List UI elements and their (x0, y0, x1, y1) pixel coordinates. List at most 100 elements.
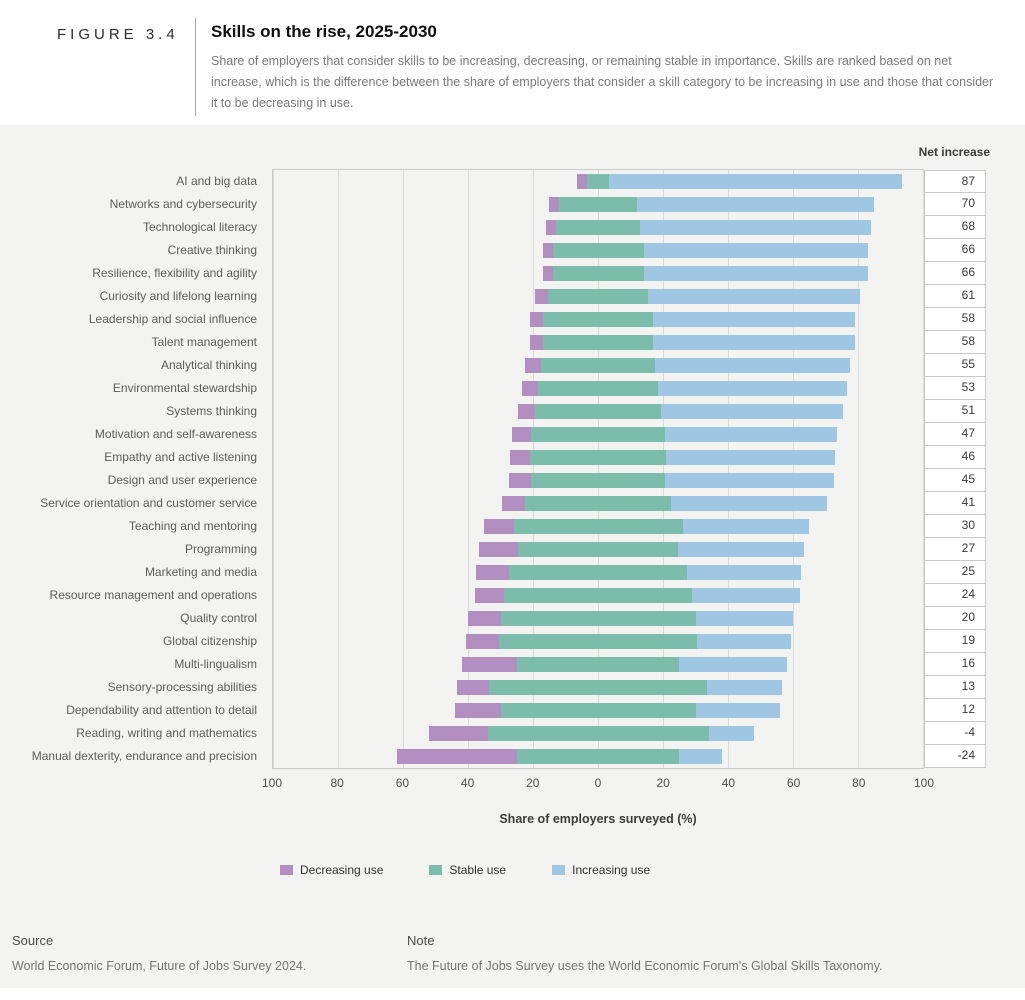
gridline (403, 170, 404, 768)
bar-row (273, 515, 923, 538)
stacked-bar (474, 588, 800, 603)
net-increase-cell: 61 (924, 285, 986, 308)
net-increase-header: Net increase (918, 145, 990, 159)
bar-row (273, 538, 923, 561)
bar-row (273, 630, 923, 653)
net-increase-cell: 24 (924, 584, 986, 607)
bar-segment-decreasing (510, 450, 530, 465)
legend: Decreasing use Stable use Increasing use (280, 863, 1025, 877)
stacked-bar (476, 565, 802, 580)
bar-segment-stable (503, 588, 693, 603)
bar-segment-decreasing (529, 335, 543, 350)
net-increase-cell: 51 (924, 400, 986, 423)
bottom-strip (0, 988, 1025, 1000)
row-label: Manual dexterity, endurance and precisio… (31, 749, 257, 763)
x-tick-label: 20 (526, 776, 540, 790)
row-label: Service orientation and customer service (40, 496, 257, 510)
net-increase-cell: 13 (924, 676, 986, 699)
legend-label: Stable use (449, 863, 507, 877)
bar-segment-increasing (637, 197, 875, 212)
bar-row (273, 722, 923, 745)
bar-row (273, 561, 923, 584)
gridline (468, 170, 469, 768)
source-section: Source World Economic Forum, Future of J… (12, 933, 407, 973)
legend-item: Increasing use (552, 863, 650, 877)
gridline (728, 170, 729, 768)
row-label: Reading, writing and mathematics (76, 726, 257, 740)
bar-segment-stable (513, 519, 683, 534)
stacked-bar (466, 634, 792, 649)
bar-row (273, 607, 923, 630)
gridline (858, 170, 859, 768)
legend-swatch (429, 865, 443, 875)
legend-label: Increasing use (572, 863, 651, 877)
row-label: Design and user experience (107, 473, 257, 487)
header-content: Skills on the rise, 2025-2030 Share of e… (196, 18, 996, 125)
x-tick-label: 80 (330, 776, 344, 790)
bar-segment-decreasing (508, 473, 532, 488)
gridline (663, 170, 664, 768)
row-label: Networks and cybersecurity (109, 197, 257, 211)
bar-segment-decreasing (466, 634, 499, 649)
bar-segment-increasing (653, 335, 855, 350)
header-divider (195, 18, 196, 116)
row-label: Environmental stewardship (112, 381, 257, 395)
net-increase-cell: 16 (924, 653, 986, 676)
row-label: Resilience, flexibility and agility (92, 266, 257, 280)
bar-segment-stable (552, 266, 644, 281)
bar-row (273, 354, 923, 377)
bar-row (273, 216, 923, 239)
bar-segment-decreasing (534, 289, 548, 304)
net-increase-cell: 46 (924, 446, 986, 469)
net-increase-cell: 66 (924, 262, 986, 285)
stacked-bar (529, 312, 855, 327)
bar-segment-stable (534, 404, 662, 419)
bar-segment-stable (552, 243, 644, 258)
row-label: Teaching and mentoring (128, 519, 257, 533)
net-increase-cell: 70 (924, 193, 986, 216)
net-increase-cell: -24 (924, 745, 986, 768)
bar-row (273, 239, 923, 262)
bar-row (273, 377, 923, 400)
bar-segment-decreasing (518, 404, 535, 419)
net-increase-cell: 47 (924, 423, 986, 446)
stacked-bar (546, 220, 871, 235)
bar-segment-stable (542, 335, 654, 350)
row-label: Marketing and media (144, 565, 257, 579)
bar-segment-stable (537, 381, 659, 396)
stacked-bar (508, 473, 834, 488)
gridline (793, 170, 794, 768)
bar-segment-stable (586, 174, 610, 189)
bar-segment-decreasing (479, 542, 519, 557)
bar-segment-increasing (664, 427, 837, 442)
row-label: Leadership and social influence (88, 312, 257, 326)
net-increase-cell: 55 (924, 354, 986, 377)
bar-segment-decreasing (468, 611, 501, 626)
row-label: Talent management (151, 335, 257, 349)
bar-segment-decreasing (484, 519, 514, 534)
chart: AI and big data Networks and cybersecurit… (0, 169, 1025, 769)
bar-segment-stable (531, 427, 665, 442)
bar-segment-increasing (687, 565, 802, 580)
bar-segment-increasing (666, 450, 836, 465)
stacked-bar (456, 680, 782, 695)
net-increase-cell: 53 (924, 377, 986, 400)
gridline (273, 170, 274, 768)
row-labels: AI and big data Networks and cybersecurit… (0, 169, 272, 769)
bar-segment-stable (500, 611, 696, 626)
x-axis-title: Share of employers surveyed (%) (499, 812, 697, 826)
net-increase-cell: 45 (924, 469, 986, 492)
net-increase-cell: 30 (924, 515, 986, 538)
stacked-bar (542, 243, 868, 258)
bar-segment-stable (531, 473, 665, 488)
bar-segment-stable (555, 220, 641, 235)
note-label: Note (407, 933, 435, 948)
stacked-bar (429, 726, 754, 741)
bar-segment-increasing (643, 266, 868, 281)
x-tick-label: 40 (721, 776, 736, 790)
note-section: Note The Future of Jobs Survey uses the … (407, 933, 883, 973)
bar-segment-decreasing (511, 427, 532, 442)
bar-segment-decreasing (524, 358, 542, 373)
row-label: Curiosity and lifelong learning (99, 289, 257, 303)
bar-segment-increasing (677, 542, 805, 557)
